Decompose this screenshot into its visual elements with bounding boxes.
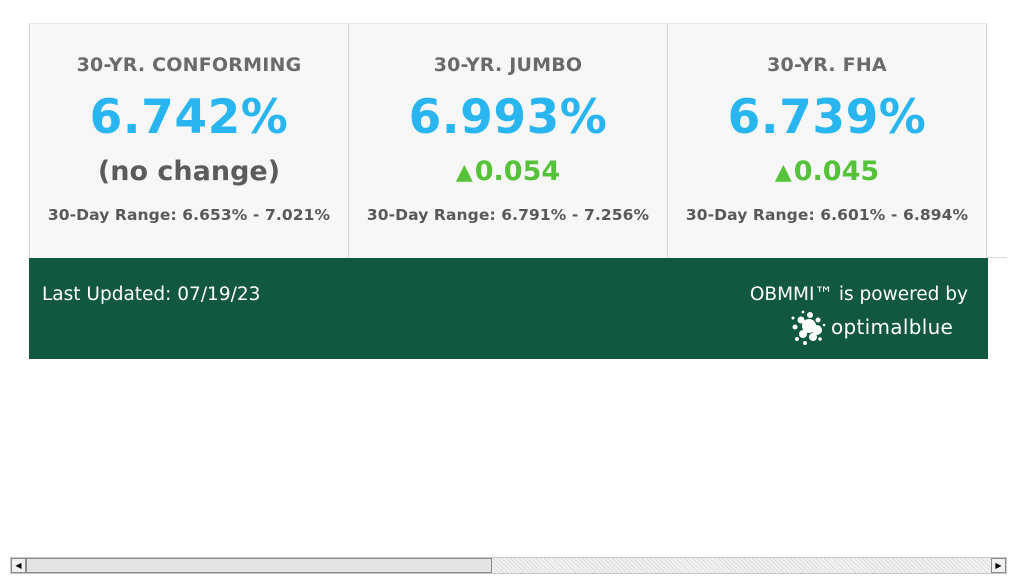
rate-card-fha: 30-YR. FHA 6.739% ▲0.045 30-Day Range: 6…: [667, 24, 987, 259]
rate-change: ▲0.045: [668, 156, 986, 187]
scroll-left-button[interactable]: ◀: [11, 558, 26, 573]
rate-change-value: (no change): [97, 156, 281, 187]
footer-bar: Last Updated: 07/19/23 OBMMI™ is powered…: [29, 258, 988, 359]
rate-card-conforming: 30-YR. CONFORMING 6.742% (no change) 30-…: [29, 24, 348, 259]
rates-panel: 30-YR. CONFORMING 6.742% (no change) 30-…: [29, 23, 987, 259]
divider: [987, 257, 1007, 258]
powered-by-text: OBMMI™ is powered by: [749, 284, 968, 305]
rate-change: ▲0.054: [349, 156, 667, 187]
rate-range: 30-Day Range: 6.653% - 7.021%: [47, 206, 331, 224]
horizontal-scrollbar[interactable]: ◀ ▶: [10, 557, 1007, 574]
rate-change: (no change): [30, 156, 348, 187]
rate-range: 30-Day Range: 6.791% - 7.256%: [366, 206, 650, 224]
rate-range: 30-Day Range: 6.601% - 6.894%: [685, 206, 969, 224]
rate-card-jumbo: 30-YR. JUMBO 6.993% ▲0.054 30-Day Range:…: [348, 24, 667, 259]
up-arrow-icon: ▲: [774, 160, 792, 185]
rate-value: 6.742%: [89, 90, 289, 145]
up-arrow-icon: ▲: [455, 160, 473, 185]
logo-text: optimalblue: [831, 315, 954, 339]
last-updated: Last Updated: 07/19/23: [42, 284, 261, 305]
optimalblue-logo[interactable]: optimalblue: [789, 308, 979, 348]
rate-value: 6.739%: [727, 90, 927, 145]
scroll-right-button[interactable]: ▶: [991, 558, 1006, 573]
rate-title: 30-YR. FHA: [767, 54, 887, 76]
rate-title: 30-YR. CONFORMING: [76, 54, 302, 76]
rate-change-value: 0.045: [793, 156, 880, 187]
rate-value: 6.993%: [408, 90, 608, 145]
optimalblue-logo-icon: [791, 310, 826, 345]
scrollbar-thumb[interactable]: [26, 558, 492, 573]
rate-title: 30-YR. JUMBO: [433, 54, 583, 76]
rate-change-value: 0.054: [474, 156, 561, 187]
